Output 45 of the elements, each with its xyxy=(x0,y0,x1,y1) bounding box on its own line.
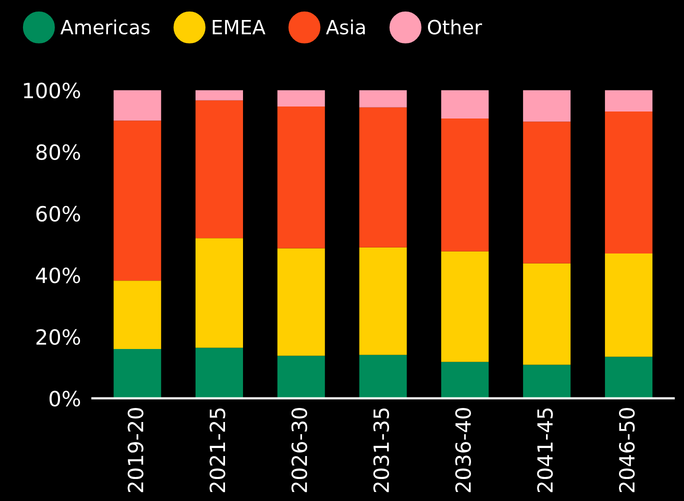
bar xyxy=(604,253,652,357)
bar xyxy=(523,263,571,365)
bar xyxy=(441,251,489,362)
bar xyxy=(359,247,407,355)
legend-label: Asia xyxy=(326,19,365,34)
bar xyxy=(196,90,244,100)
x-tick-label: 2046-50 xyxy=(618,408,635,492)
x-tick-label: 2036-40 xyxy=(455,408,471,492)
bar xyxy=(196,238,244,348)
bar xyxy=(114,120,162,281)
bar xyxy=(277,356,325,398)
bar xyxy=(441,90,489,119)
bar xyxy=(277,248,325,356)
bar xyxy=(359,354,407,398)
y-tick-label: 40% xyxy=(36,268,80,284)
y-tick-label: 80% xyxy=(36,144,80,160)
bar xyxy=(359,107,407,248)
x-tick-label: 2026-30 xyxy=(291,408,308,492)
bar xyxy=(114,90,162,121)
bar xyxy=(114,280,162,349)
bar xyxy=(441,362,489,398)
x-tick-label: 2021-25 xyxy=(210,408,226,492)
legend-label: Other xyxy=(428,19,482,34)
bar xyxy=(604,356,652,398)
x-tick-label: 2031-35 xyxy=(373,408,390,492)
bar xyxy=(441,118,489,252)
bar xyxy=(604,111,652,254)
bar xyxy=(277,90,325,107)
bar xyxy=(523,90,571,122)
bar xyxy=(196,348,244,398)
bar xyxy=(277,106,325,248)
bar xyxy=(359,90,407,108)
bar xyxy=(604,90,652,112)
legend-label: EMEA xyxy=(212,20,266,34)
y-tick-label: 20% xyxy=(36,329,80,345)
bar xyxy=(114,348,162,398)
y-tick-label: 0% xyxy=(50,390,80,407)
bar xyxy=(196,100,244,238)
bar xyxy=(523,364,571,398)
x-tick-label: 2019-20 xyxy=(128,408,144,492)
y-tick-label: 100% xyxy=(24,82,80,98)
x-tick-label: 2041-45 xyxy=(537,408,553,492)
y-tick-label: 60% xyxy=(36,206,80,222)
bar xyxy=(523,122,571,264)
legend-label: Americas xyxy=(60,19,150,34)
